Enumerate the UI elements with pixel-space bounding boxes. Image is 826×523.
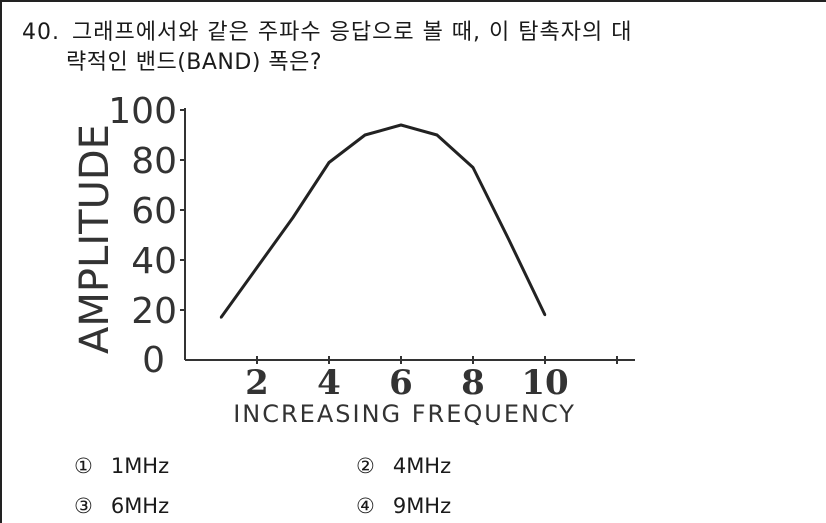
option-3-mark: ③	[74, 494, 93, 518]
data-point-0-0	[219, 316, 223, 319]
data-point-0-8	[507, 238, 511, 242]
option-4-mark: ④	[356, 494, 375, 518]
y-tick-label-80: 80	[131, 141, 177, 182]
x-axis-label: INCREASING FREQUENCY	[233, 400, 576, 428]
data-point-0-7	[471, 166, 475, 169]
data-point-0-5	[399, 123, 403, 127]
question-text-line1: 40. 그래프에서와 같은 주파수 응답으로 볼 때, 이 탐촉자의 대	[22, 14, 632, 46]
option-3-text: 6MHz	[110, 494, 170, 518]
x-tick-label-10: 10	[521, 363, 568, 403]
y-tick-label-0: 0	[142, 340, 165, 381]
option-2-mark: ②	[356, 454, 375, 478]
data-point-0-1	[255, 266, 259, 269]
option-4[interactable]: ④ 9MHz	[356, 494, 451, 518]
option-1-mark: ①	[74, 454, 93, 478]
x-tick-label-6: 6	[389, 363, 413, 403]
x-tick-labels: 2 4 6 8 10	[245, 356, 618, 403]
series-line-0	[219, 123, 547, 319]
y-axis-label: AMPLITUDE	[72, 124, 118, 354]
data-point-0-6	[435, 133, 439, 137]
data-point-0-3	[327, 161, 331, 164]
data-point-0-4	[363, 133, 367, 137]
data-point-0-9	[543, 313, 547, 317]
question-stem-1: 그래프에서와 같은 주파수 응답으로 볼 때, 이 탐촉자의 대	[72, 20, 633, 45]
y-tick-label-100: 100	[108, 91, 177, 132]
y-tick-label-40: 40	[131, 241, 177, 282]
question-number: 40.	[22, 20, 60, 45]
y-tick-labels: 0 20 40 60 80 100	[108, 91, 185, 381]
option-2[interactable]: ② 4MHz	[356, 454, 451, 478]
option-2-text: 4MHz	[392, 454, 452, 478]
question-text-line2: 략적인 밴드(BAND) 폭은?	[66, 50, 323, 75]
x-tick-label-4: 4	[317, 363, 341, 403]
y-tick-label-60: 60	[131, 191, 177, 232]
y-tick-label-20: 20	[131, 291, 177, 332]
x-tick-label-2: 2	[245, 363, 269, 403]
x-tick-label-8: 8	[461, 363, 485, 403]
frequency-response-chart: 0 20 40 60 80 100 2 4 6 8 10 AMPLITUDE INCREASING…	[72, 91, 635, 428]
option-3[interactable]: ③ 6MHz	[74, 494, 169, 518]
chart-series	[219, 123, 547, 319]
option-1[interactable]: ① 1MHz	[74, 454, 169, 478]
option-1-text: 1MHz	[110, 454, 170, 478]
option-4-text: 9MHz	[392, 494, 452, 518]
data-point-0-2	[291, 216, 295, 219]
chart-axes	[184, 108, 635, 361]
